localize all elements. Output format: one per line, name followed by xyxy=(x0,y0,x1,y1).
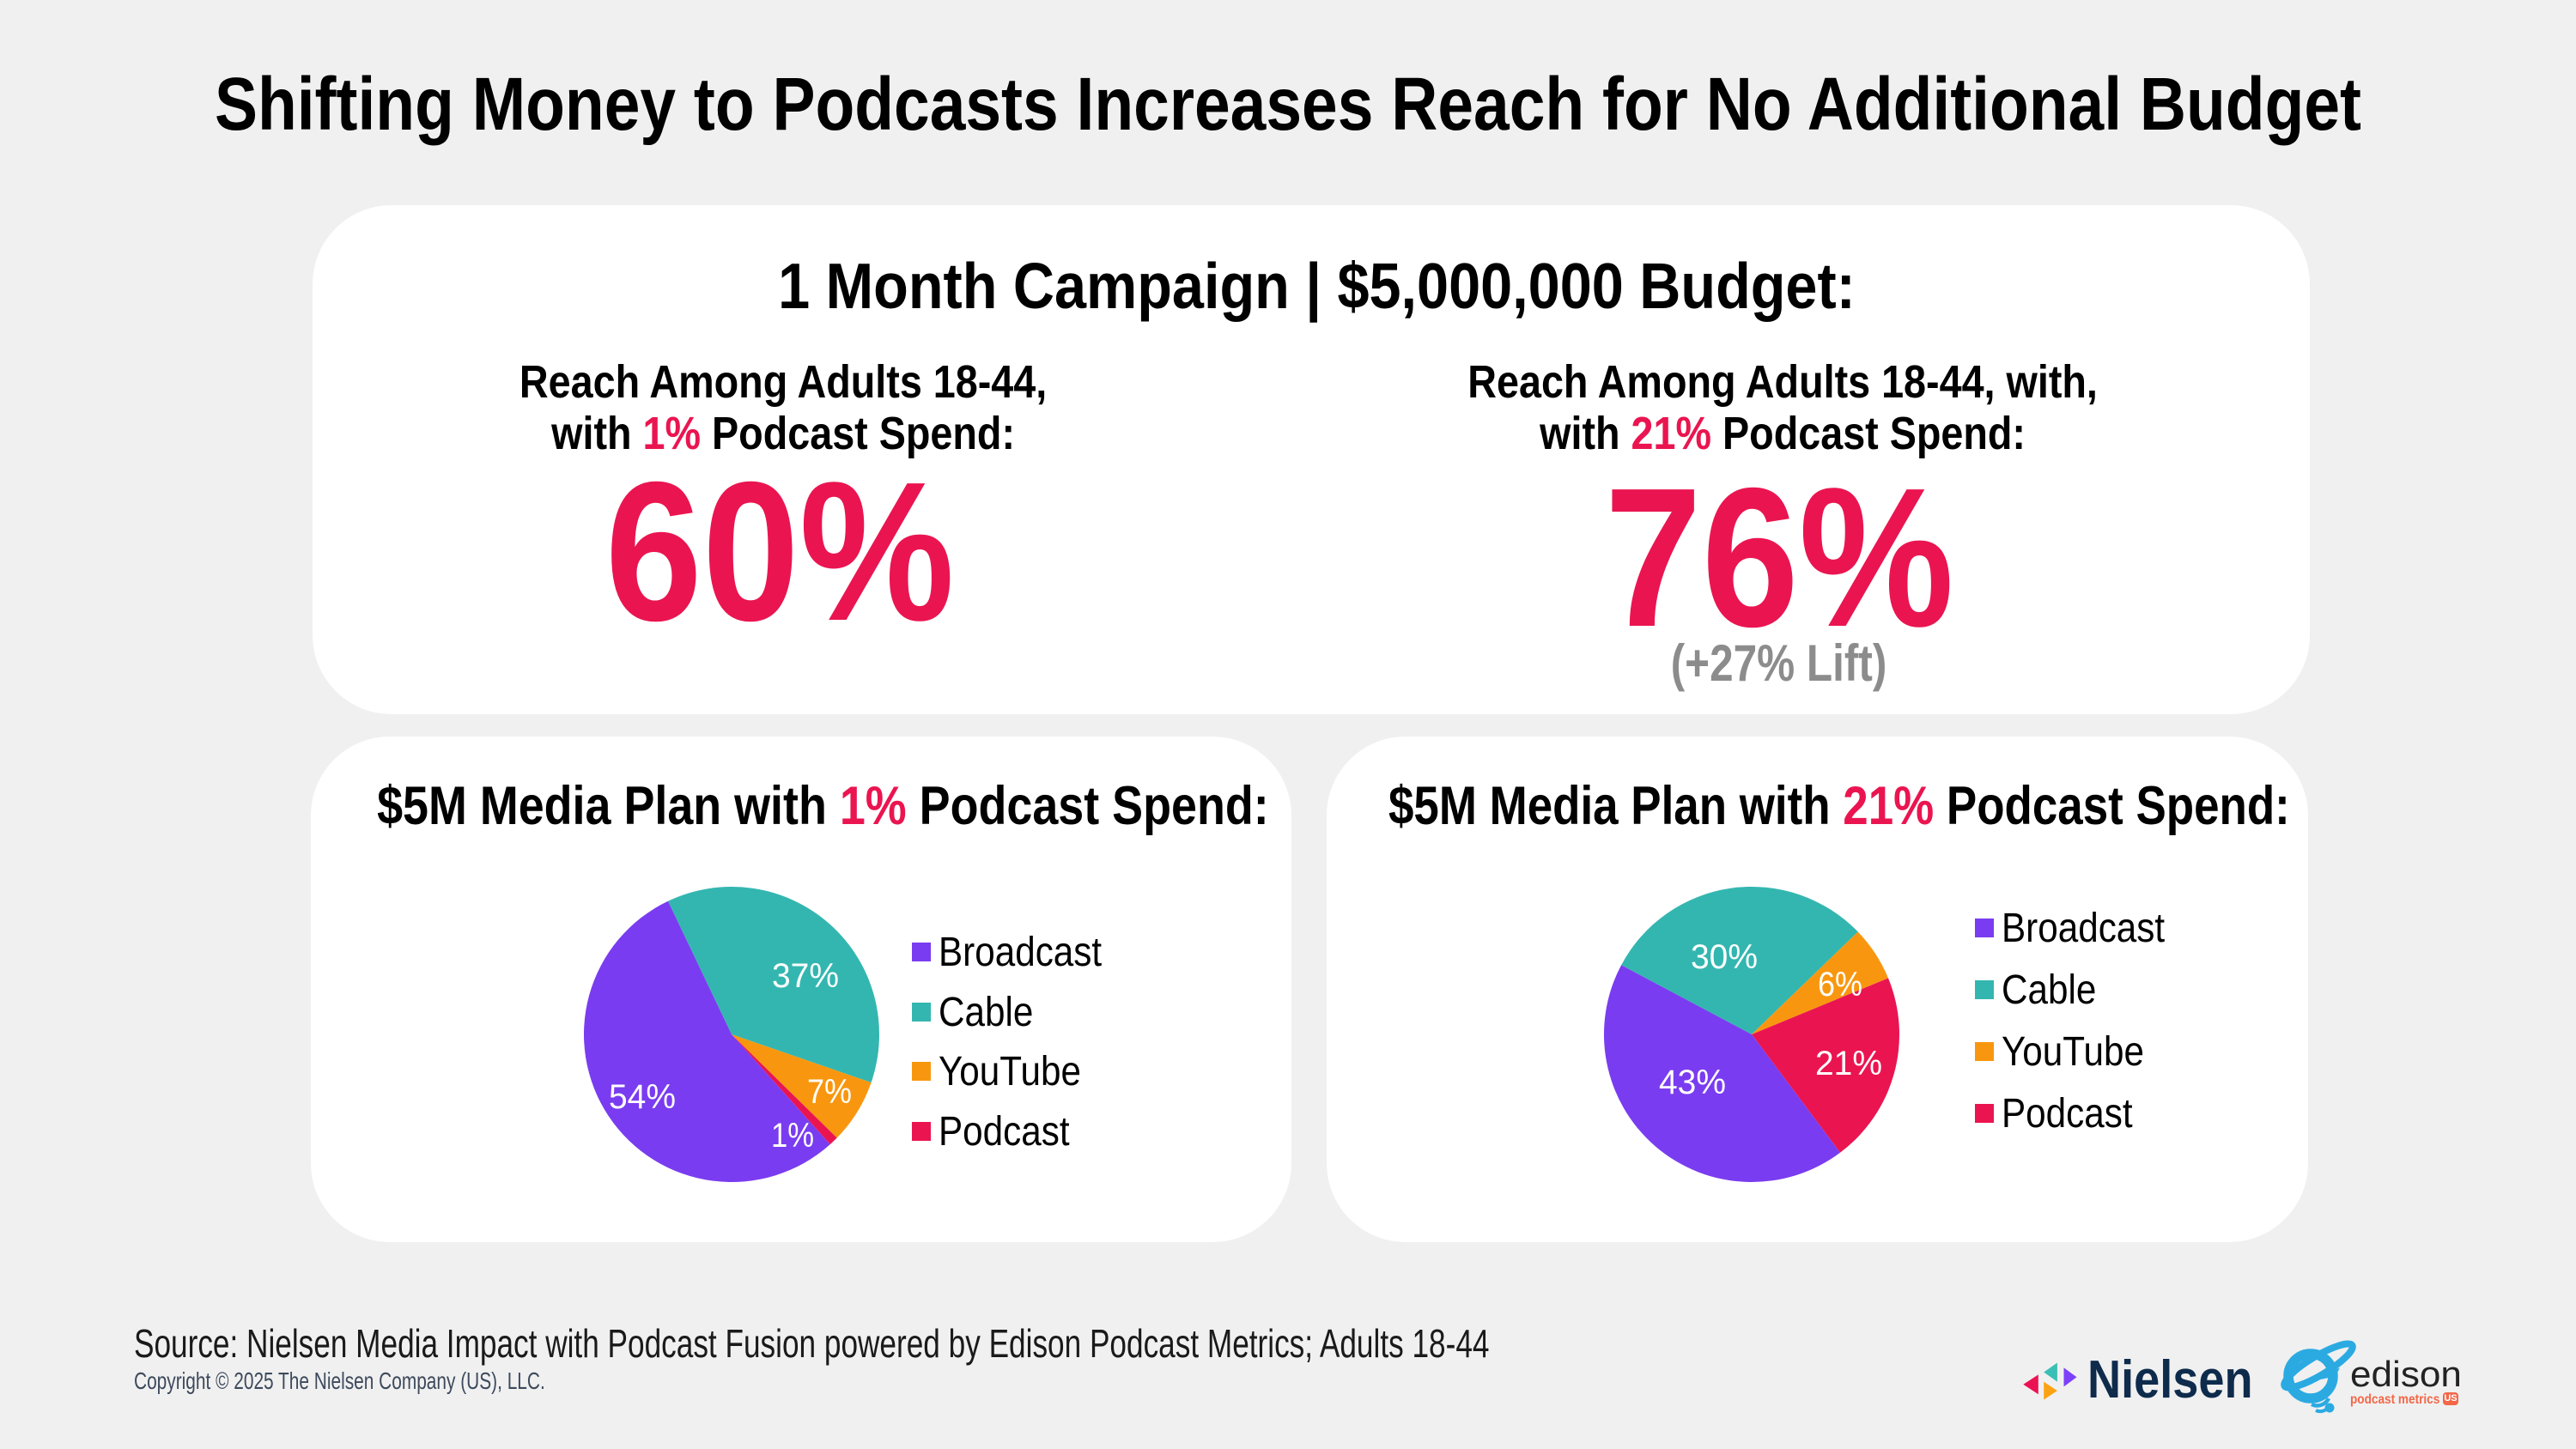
svg-text:Broadcast: Broadcast xyxy=(939,928,1103,974)
svg-text:21%: 21% xyxy=(1815,1045,1882,1082)
svg-text:Cable: Cable xyxy=(939,988,1033,1034)
svg-text:YouTube: YouTube xyxy=(939,1047,1081,1094)
svg-text:Podcast: Podcast xyxy=(2002,1089,2133,1136)
svg-text:YouTube: YouTube xyxy=(2002,1028,2144,1074)
svg-text:Cable: Cable xyxy=(2002,966,2096,1012)
svg-text:43%: 43% xyxy=(1659,1064,1726,1101)
svg-text:6%: 6% xyxy=(1818,966,1862,1003)
svg-text:7%: 7% xyxy=(807,1073,852,1111)
svg-text:37%: 37% xyxy=(772,957,839,995)
svg-text:Podcast: Podcast xyxy=(939,1107,1070,1154)
svg-text:54%: 54% xyxy=(609,1078,676,1116)
svg-text:1%: 1% xyxy=(771,1117,814,1155)
svg-text:Broadcast: Broadcast xyxy=(2002,904,2166,950)
svg-text:30%: 30% xyxy=(1691,938,1758,976)
